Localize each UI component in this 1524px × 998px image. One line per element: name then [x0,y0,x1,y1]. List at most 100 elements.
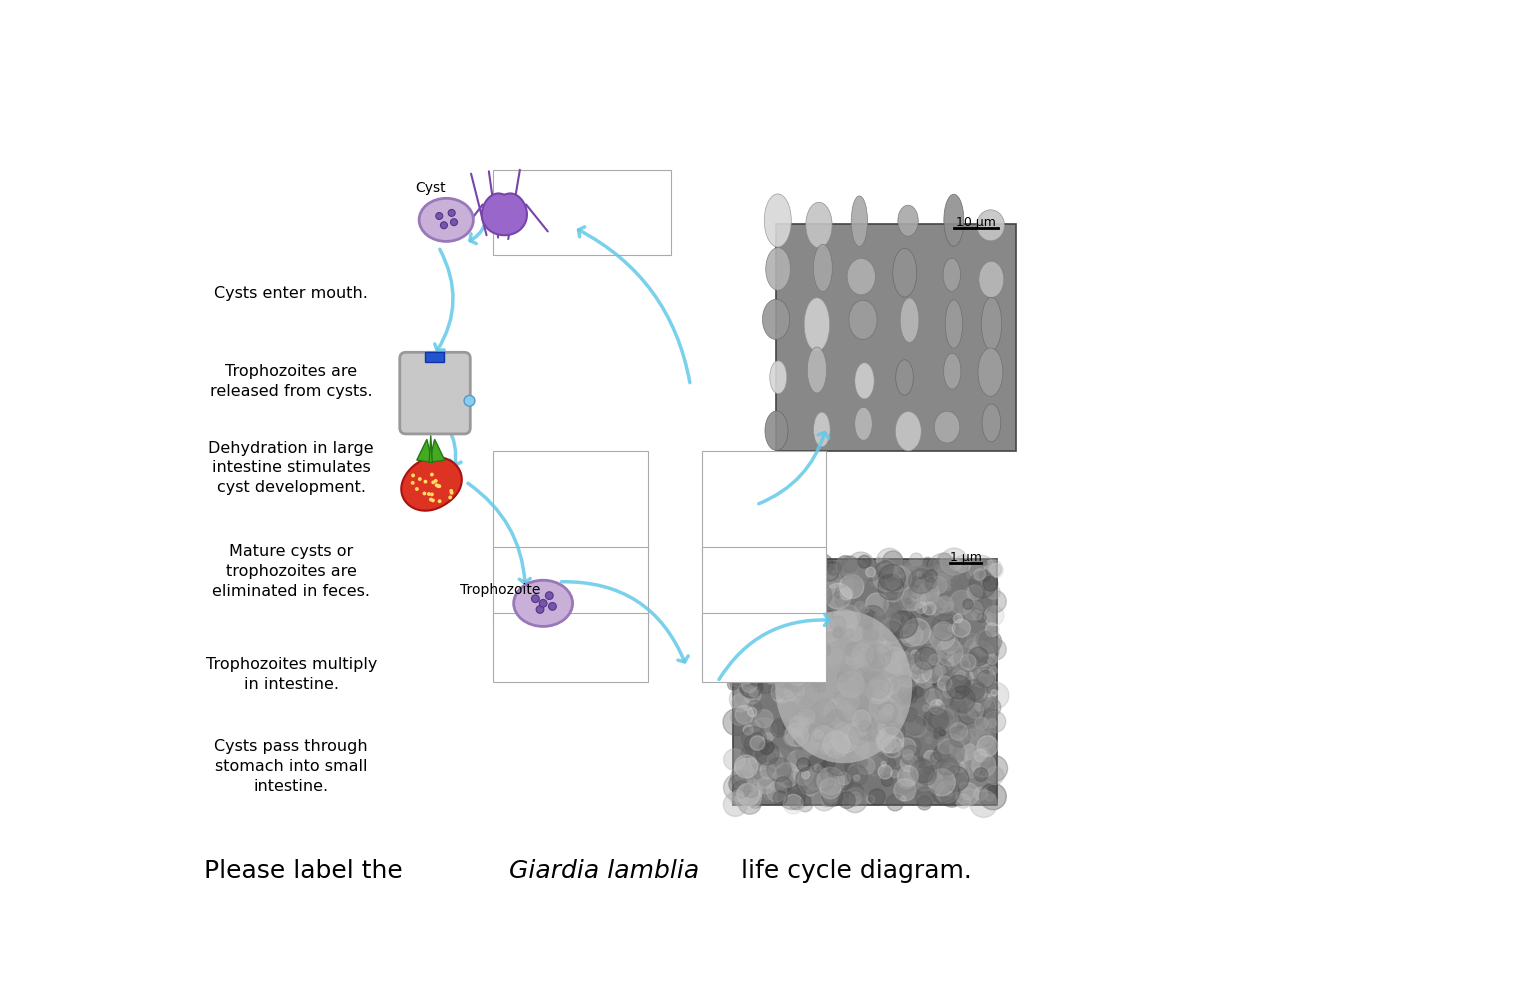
Circle shape [910,587,928,606]
Circle shape [422,492,427,495]
Circle shape [785,562,797,574]
Circle shape [844,758,861,774]
Circle shape [748,757,756,764]
Circle shape [764,553,779,568]
Circle shape [873,564,901,592]
Circle shape [767,752,783,768]
Circle shape [844,600,858,614]
Ellipse shape [514,580,573,627]
Circle shape [936,639,963,666]
Circle shape [759,556,777,575]
Circle shape [945,760,969,784]
Circle shape [908,761,931,784]
Circle shape [855,668,870,683]
Circle shape [873,608,901,635]
Circle shape [876,548,902,574]
Circle shape [939,665,952,680]
Circle shape [742,678,757,693]
Circle shape [948,628,966,646]
Circle shape [777,671,796,689]
Circle shape [933,573,940,581]
Circle shape [809,553,834,577]
Circle shape [960,655,975,670]
Circle shape [911,650,919,658]
Circle shape [977,769,981,774]
Circle shape [820,612,832,623]
Circle shape [899,688,913,702]
Circle shape [834,629,843,639]
Circle shape [739,780,762,804]
Circle shape [757,591,768,601]
Ellipse shape [895,411,922,451]
Circle shape [925,738,931,744]
Circle shape [789,716,809,735]
Circle shape [965,639,983,658]
Circle shape [937,706,957,726]
Circle shape [812,787,837,810]
Text: life cycle diagram.: life cycle diagram. [733,859,971,883]
Circle shape [794,738,802,745]
Circle shape [764,733,773,743]
Circle shape [792,713,809,730]
Circle shape [981,698,1001,718]
Circle shape [966,729,978,741]
Circle shape [840,588,853,600]
Circle shape [759,647,786,675]
Circle shape [988,719,997,728]
Circle shape [937,701,957,720]
Circle shape [890,766,917,793]
Circle shape [881,775,893,786]
Circle shape [963,709,977,721]
Circle shape [913,578,939,604]
Circle shape [901,796,905,801]
Circle shape [978,677,986,686]
Circle shape [750,672,764,686]
Circle shape [878,709,892,722]
Circle shape [771,650,782,661]
Circle shape [796,767,823,793]
Circle shape [820,778,841,798]
Circle shape [946,668,971,693]
Circle shape [748,769,773,792]
Circle shape [864,671,876,683]
Circle shape [823,777,840,794]
Circle shape [931,711,936,716]
Circle shape [884,769,892,776]
Circle shape [820,701,844,726]
Circle shape [939,730,945,737]
Circle shape [890,770,898,777]
Circle shape [981,615,992,627]
Circle shape [750,736,765,750]
Circle shape [738,641,757,661]
FancyBboxPatch shape [399,352,471,434]
Text: Dehydration in large
intestine stimulates
cyst development.: Dehydration in large intestine stimulate… [209,440,373,495]
Circle shape [835,596,846,607]
Circle shape [975,693,991,708]
Circle shape [777,774,786,783]
Circle shape [980,783,1006,809]
Circle shape [799,629,821,651]
Circle shape [948,654,971,676]
Circle shape [939,622,946,629]
Circle shape [815,556,829,571]
Circle shape [803,560,811,569]
Circle shape [860,605,869,614]
Circle shape [920,606,931,617]
Circle shape [767,781,786,801]
Circle shape [744,783,759,797]
Circle shape [974,767,988,781]
Circle shape [855,695,876,717]
Circle shape [977,614,986,623]
Circle shape [962,788,974,800]
Circle shape [922,752,931,761]
Circle shape [911,592,922,602]
Circle shape [869,779,881,791]
Ellipse shape [855,362,875,399]
Circle shape [895,778,916,801]
Circle shape [914,580,925,590]
Circle shape [956,782,978,805]
Circle shape [960,725,985,748]
Text: Trophozoites are
released from cysts.: Trophozoites are released from cysts. [210,364,372,399]
Circle shape [972,691,983,702]
Circle shape [829,609,856,637]
